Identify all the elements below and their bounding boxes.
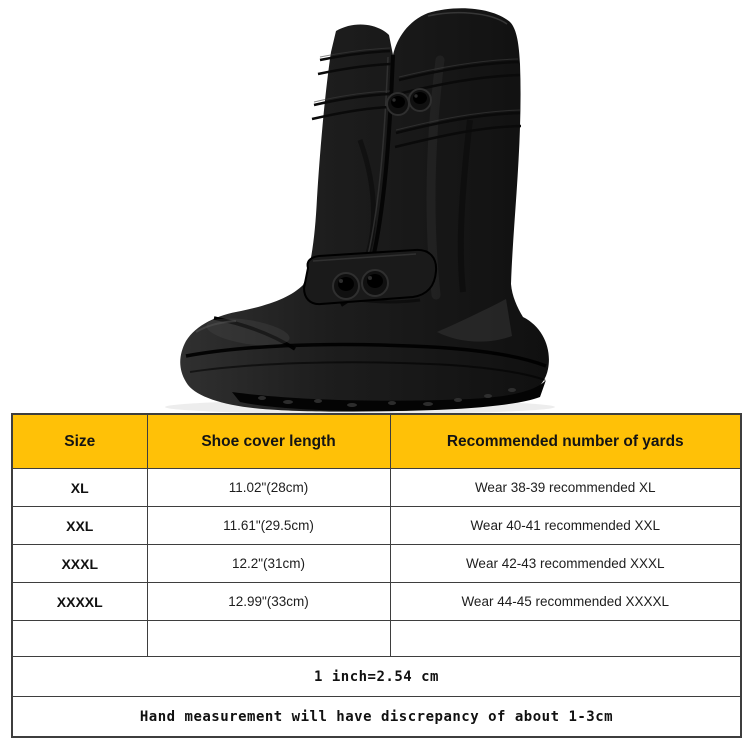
col-header-length: Shoe cover length	[146, 413, 391, 469]
table-row-xxl: XXL 11.61"(29.5cm) Wear 40-41 recommende…	[11, 506, 742, 545]
tread-texture	[258, 388, 516, 407]
length-cell	[146, 620, 391, 657]
yards-cell: Wear 44-45 recommended XXXXL	[389, 582, 742, 621]
ankle-strap-highlight	[312, 253, 417, 262]
yards-cell: Wear 40-41 recommended XXL	[389, 506, 742, 545]
table-row-empty	[11, 620, 742, 657]
toe-bumper-highlight	[195, 320, 237, 333]
size-cell: XXXXL	[11, 582, 148, 621]
length-cell: 11.02"(28cm)	[146, 468, 391, 507]
footnote-row-inch: 1 inch=2.54 cm	[11, 656, 742, 697]
sole-groove	[189, 361, 546, 381]
table-row-xxxl: XXXL 12.2"(31cm) Wear 42-43 recommended …	[11, 544, 742, 583]
toe-shine	[206, 318, 290, 346]
size-cell: XXXL	[11, 544, 148, 583]
length-cell: 11.61"(29.5cm)	[146, 506, 391, 545]
band-seam-highlights	[313, 47, 521, 131]
sole-tread	[232, 380, 546, 412]
size-cell: XXL	[11, 506, 148, 545]
boot-body	[180, 8, 549, 412]
footnote-row-measurement: Hand measurement will have discrepancy o…	[11, 696, 742, 738]
yards-cell: Wear 38-39 recommended XL	[389, 468, 742, 507]
heel-patch	[437, 299, 512, 342]
boot-wrinkle	[457, 119, 473, 293]
length-cell: 12.99"(33cm)	[146, 582, 391, 621]
yards-cell: Wear 42-43 recommended XXXL	[389, 544, 742, 583]
size-table: Size Shoe cover length Recommended numbe…	[11, 413, 742, 738]
band-seams	[311, 49, 522, 149]
flap-edge-highlight	[367, 56, 389, 256]
boot-illustration	[165, 8, 555, 413]
yards-cell	[389, 620, 742, 657]
sole-groove	[185, 342, 547, 368]
product-photo	[165, 8, 555, 413]
footnote-measurement-discrepancy: Hand measurement will have discrepancy o…	[11, 696, 742, 738]
col-header-size: Size	[11, 413, 148, 469]
length-cell: 12.2"(31cm)	[146, 544, 391, 583]
size-cell: XL	[11, 468, 148, 507]
size-cell	[11, 620, 148, 657]
table-row-xl: XL 11.02"(28cm) Wear 38-39 recommended X…	[11, 468, 742, 507]
top-rim-highlight	[427, 12, 508, 25]
snap-buttons	[332, 88, 432, 300]
col-header-yards: Recommended number of yards	[389, 413, 742, 469]
table-row-xxxxl: XXXXL 12.99"(33cm) Wear 44-45 recommende…	[11, 582, 742, 621]
footnote-inch-conversion: 1 inch=2.54 cm	[11, 656, 742, 697]
size-table-header-row: Size Shoe cover length Recommended numbe…	[11, 413, 742, 469]
